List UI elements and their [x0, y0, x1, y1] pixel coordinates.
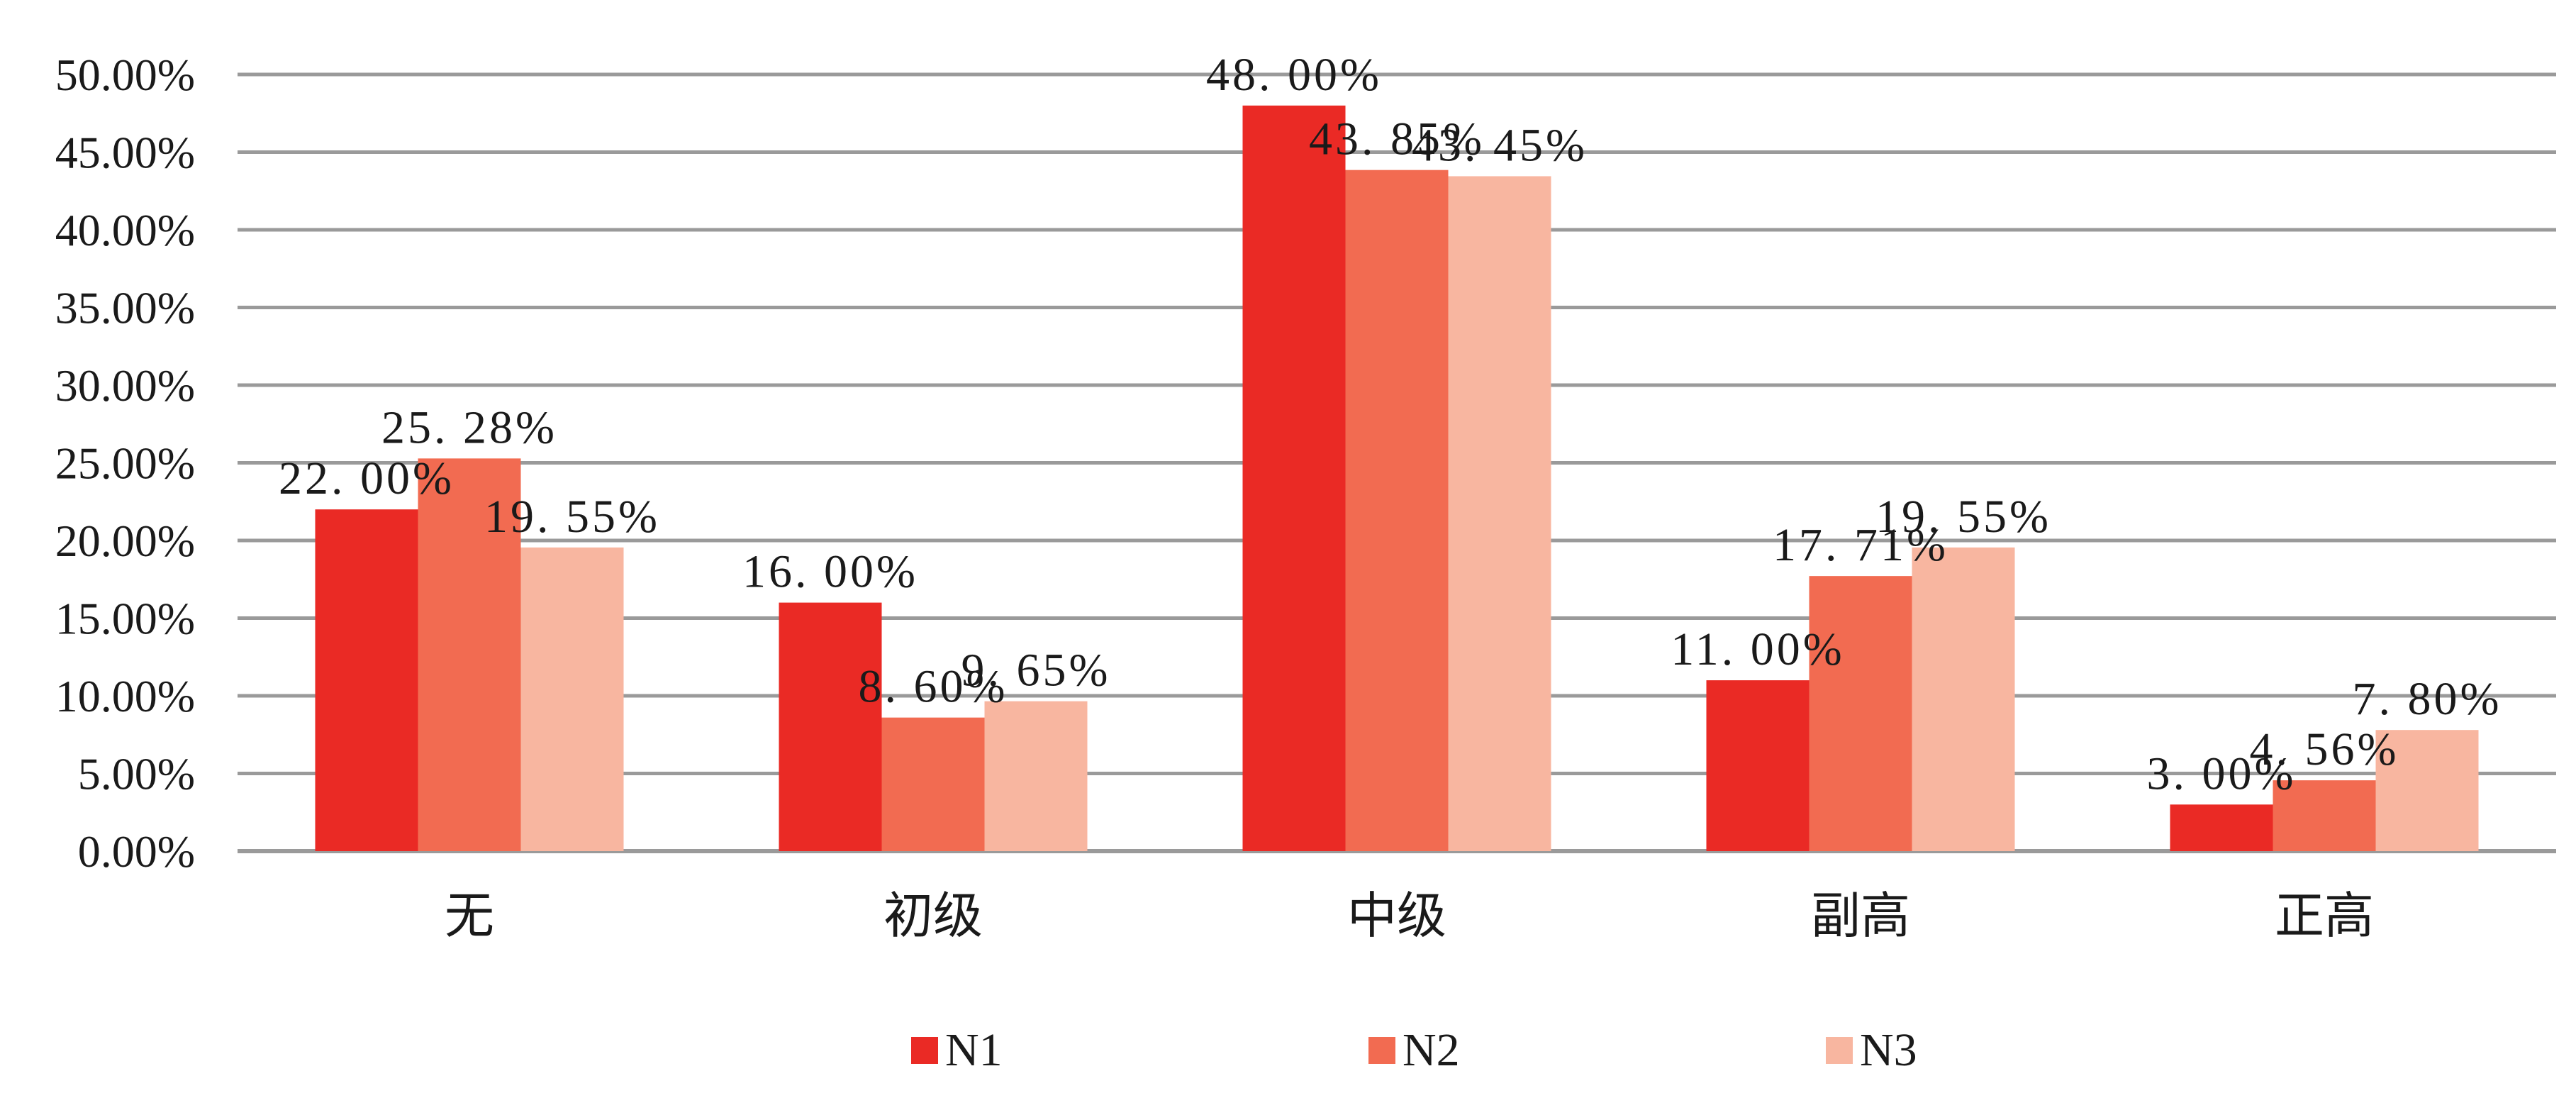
data-label: 25. 28% — [381, 401, 557, 453]
category-label: 副高 — [1811, 887, 1910, 945]
data-label: 43. 45% — [1412, 119, 1588, 171]
bar-n2-4 — [1809, 576, 1912, 851]
legend-label-n2: N2 — [1403, 1024, 1460, 1076]
data-labels: 22. 00%25. 28% 19. 55% 16. 00% 8. 60%9. 65%… — [279, 49, 2502, 800]
y-tick-label: 30.00% — [55, 360, 195, 411]
legend-swatch-n2 — [1368, 1037, 1395, 1064]
data-label: 43. 85% — [1309, 113, 1485, 165]
data-label: 3. 00% — [2147, 748, 2297, 799]
data-label: 19. 55% — [484, 491, 660, 543]
legend-swatch-n3 — [1826, 1037, 1853, 1064]
y-tick-label: 25.00% — [55, 438, 195, 489]
y-tick-label: 20.00% — [55, 516, 195, 566]
y-tick-label: 45.00% — [55, 128, 195, 178]
bar-n1-5 — [2170, 804, 2273, 851]
bar-n1-4 — [1706, 680, 1810, 851]
bar-n2-3 — [1345, 170, 1449, 851]
data-label: 22. 00% — [279, 453, 455, 504]
data-label: 17. 71% — [1773, 519, 1948, 571]
x-axis-categories: 无 初级 中级 副高 正高 — [445, 887, 2374, 945]
category-label: 初级 — [883, 887, 983, 945]
legend-label-n3: N3 — [1860, 1024, 1917, 1076]
category-label: 中级 — [1347, 887, 1446, 945]
legend: N1 N2 N3 — [911, 1024, 1917, 1076]
data-label: 8. 60% — [859, 661, 1008, 713]
data-label: 19. 55% — [1875, 491, 2051, 543]
y-tick-label: 0.00% — [78, 826, 195, 877]
bar-n3-4 — [1912, 547, 2015, 851]
y-tick-label: 40.00% — [55, 205, 195, 255]
y-tick-label: 35.00% — [55, 283, 195, 333]
legend-label-n1: N1 — [945, 1024, 1003, 1076]
bar-n1-2 — [779, 602, 882, 851]
y-tick-label: 5.00% — [78, 749, 195, 799]
y-tick-label: 10.00% — [55, 671, 195, 721]
bar-n1-3 — [1242, 105, 1346, 851]
data-label: 7. 80% — [2353, 673, 2502, 725]
data-label: 11. 00% — [1671, 623, 1845, 675]
bar-n2-2 — [881, 717, 985, 851]
bars — [315, 105, 2479, 851]
bar-n3-1 — [520, 547, 624, 851]
data-label: 9. 65% — [961, 645, 1111, 697]
y-axis-ticks: 0.00% 5.00% 10.00% 15.00% 20.00% 25.00% 30.00%… — [55, 50, 195, 877]
y-tick-label: 50.00% — [55, 50, 195, 100]
bar-n3-2 — [984, 701, 1088, 851]
bar-n1-1 — [315, 509, 418, 851]
bar-n2-5 — [2273, 780, 2376, 851]
data-label: 4. 56% — [2250, 723, 2399, 775]
data-label: 48. 00% — [1206, 49, 1382, 101]
category-label: 正高 — [2275, 887, 2374, 945]
y-tick-label: 15.00% — [55, 594, 195, 644]
bar-n3-3 — [1448, 176, 1551, 851]
category-label: 无 — [445, 887, 494, 945]
legend-swatch-n1 — [911, 1037, 938, 1064]
bar-n2-1 — [418, 458, 521, 851]
bar-n3-5 — [2375, 730, 2479, 851]
data-label: 16. 00% — [742, 546, 918, 598]
